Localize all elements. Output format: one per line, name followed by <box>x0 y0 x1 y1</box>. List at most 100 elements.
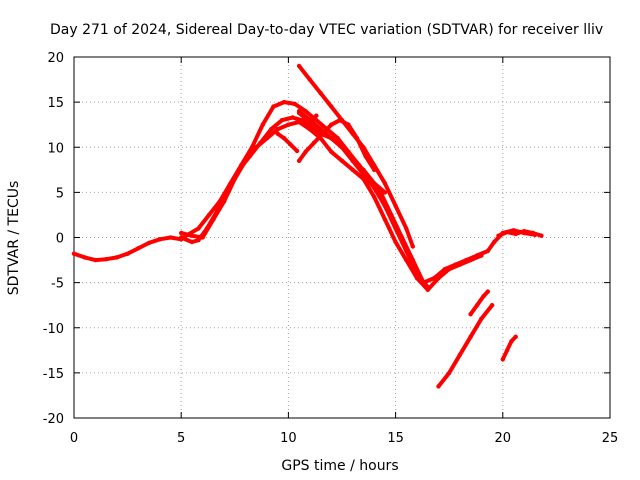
data-point <box>468 312 473 317</box>
data-point <box>303 109 308 114</box>
data-point <box>410 244 415 249</box>
x-axis-title: GPS time / hours <box>281 458 398 474</box>
data-point <box>372 163 377 168</box>
data-point <box>200 235 205 240</box>
data-point <box>314 113 319 118</box>
data-point <box>279 118 285 123</box>
data-point <box>513 231 518 237</box>
data-point <box>221 199 227 204</box>
y-axis-title: SDTVAR / TECUs <box>6 181 22 296</box>
data-point <box>393 203 398 209</box>
data-point <box>303 116 308 121</box>
data-point <box>168 235 173 240</box>
series-line <box>468 289 490 317</box>
data-point <box>500 357 505 362</box>
data-point <box>318 127 323 132</box>
data-point <box>275 127 280 132</box>
data-point <box>496 233 501 238</box>
series-line <box>500 334 518 362</box>
data-point <box>382 190 388 195</box>
data-point <box>361 167 366 172</box>
data-point <box>479 316 484 321</box>
data-series-10 <box>468 289 490 317</box>
x-tick-label: 25 <box>602 431 619 446</box>
data-point <box>271 104 276 109</box>
data-point <box>425 287 430 292</box>
data-series-8 <box>296 63 415 249</box>
data-point <box>179 230 184 236</box>
x-tick-label: 5 <box>177 431 185 446</box>
data-point <box>436 384 441 389</box>
data-point <box>104 257 109 262</box>
chart-title: Day 271 of 2024, Sidereal Day-to-day VTE… <box>50 22 603 38</box>
data-point <box>468 257 473 263</box>
data-series-7 <box>296 110 319 123</box>
data-point <box>329 136 334 141</box>
data-point <box>481 294 486 299</box>
y-tick-label: 5 <box>56 186 64 201</box>
data-point <box>513 334 518 339</box>
y-tick-label: -15 <box>43 367 64 382</box>
data-series-9 <box>436 303 495 389</box>
data-point <box>243 158 248 163</box>
data-point <box>318 90 323 96</box>
data-point <box>189 239 195 245</box>
data-point <box>206 212 212 218</box>
data-point <box>485 248 490 254</box>
data-point <box>125 251 130 256</box>
data-point <box>82 255 87 260</box>
data-point <box>281 136 287 141</box>
data-point <box>457 262 463 267</box>
data-point <box>404 248 409 254</box>
data-point <box>286 122 291 127</box>
data-point <box>136 246 141 251</box>
data-point <box>382 217 388 222</box>
data-point <box>329 104 334 109</box>
data-point <box>485 289 490 294</box>
data-point <box>361 145 366 150</box>
data-point <box>509 339 514 344</box>
data-point <box>468 334 473 339</box>
data-point <box>211 217 216 222</box>
series-line <box>297 64 415 249</box>
data-point <box>290 115 295 120</box>
data-point <box>339 158 345 163</box>
grid <box>74 57 610 418</box>
data-point <box>157 237 162 242</box>
data-point <box>447 370 452 376</box>
data-point <box>307 127 312 132</box>
data-series-6 <box>275 131 300 154</box>
data-point <box>436 275 441 281</box>
data-series-3 <box>179 119 484 292</box>
data-point <box>504 229 510 235</box>
data-point <box>372 181 377 186</box>
axes: 0 5 10 15 20 25 -20 -15 -10 -5 0 5 10 15 20 <box>43 51 619 446</box>
data-point <box>414 275 420 281</box>
data-point <box>504 348 510 353</box>
data-point <box>275 131 280 136</box>
data-point <box>232 176 237 181</box>
data-point <box>294 148 300 154</box>
x-tick-label: 10 <box>280 431 297 446</box>
data-point <box>350 131 355 136</box>
data-point <box>492 239 497 245</box>
data-point <box>382 203 388 209</box>
data-point <box>329 122 334 127</box>
data-point <box>339 118 345 123</box>
data-point <box>114 255 120 260</box>
data-point <box>361 176 366 181</box>
data-point <box>292 101 297 107</box>
data-point <box>479 253 484 258</box>
data-point <box>382 181 388 186</box>
data-point <box>309 118 315 123</box>
data-point <box>254 145 259 150</box>
y-tick-label: 10 <box>47 141 64 156</box>
data-point <box>404 226 409 231</box>
x-tick-label: 20 <box>495 431 512 446</box>
data-point <box>393 226 398 231</box>
data-point <box>539 233 544 238</box>
data-point <box>269 127 274 132</box>
data-point <box>296 119 302 125</box>
data-point <box>93 257 98 263</box>
data-point <box>339 145 345 150</box>
